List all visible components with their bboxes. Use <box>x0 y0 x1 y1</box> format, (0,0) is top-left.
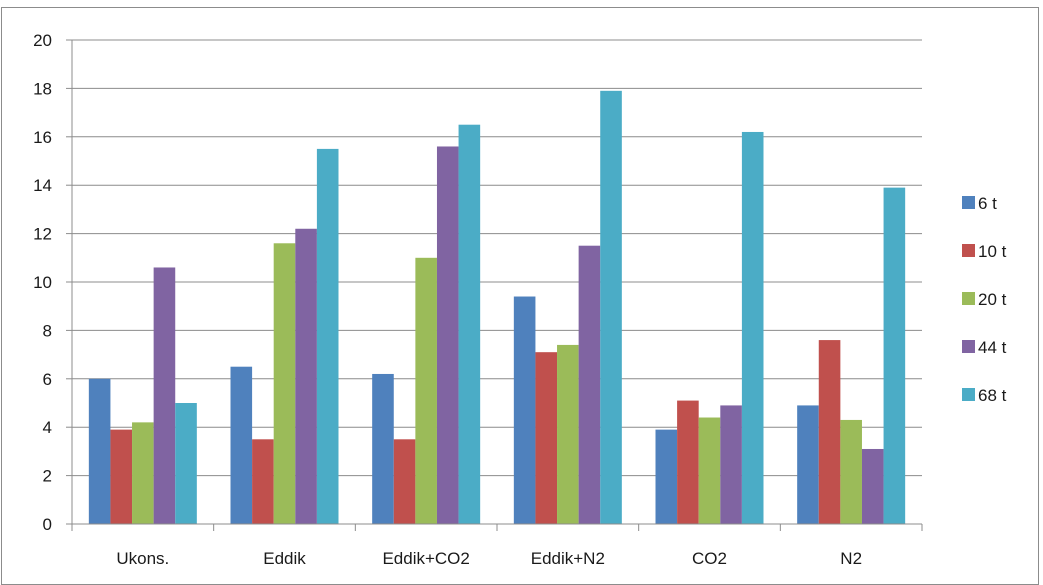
x-category-label: Eddik <box>263 549 306 568</box>
bar-68t-EddikCO2 <box>458 124 481 524</box>
y-axis-tick-labels: 0 2 4 6 8 10 12 14 16 18 20 <box>33 31 52 534</box>
bar-20t-CO2 <box>698 417 721 524</box>
bar-6t-N2 <box>797 405 819 524</box>
bar-20t-Eddik <box>273 243 296 524</box>
bar-6t-Ukons <box>88 378 111 524</box>
legend-label: 20 t <box>978 290 1007 309</box>
bar-44t-N2 <box>861 448 884 524</box>
bar-10t-EddikCO2 <box>393 439 416 524</box>
bar-10t-Ukons <box>110 429 133 524</box>
legend-swatch <box>962 244 975 257</box>
bar-44t-EddikCO2 <box>436 146 459 525</box>
bar-10t-EddikN2 <box>535 352 558 524</box>
bar-44t-CO2 <box>720 405 742 524</box>
bar-44t-Eddik <box>295 228 317 524</box>
bar-68t-Eddik <box>316 148 339 524</box>
y-tick-label: 4 <box>43 418 52 437</box>
legend-swatch <box>962 340 975 353</box>
bar-44t-EddikN2 <box>578 245 601 524</box>
y-tick-label: 2 <box>43 467 52 486</box>
bars <box>88 90 906 525</box>
x-category-label: CO2 <box>692 549 727 568</box>
y-tick-label: 20 <box>33 31 52 50</box>
legend-swatch <box>962 388 975 401</box>
y-tick-label: 0 <box>43 515 52 534</box>
x-category-label: Eddik+N2 <box>531 549 605 568</box>
bar-6t-Eddik <box>230 366 253 524</box>
y-tick-label: 8 <box>43 321 52 340</box>
bar-68t-Ukons <box>175 403 197 524</box>
legend-label: 68 t <box>978 386 1007 405</box>
y-tick-label: 10 <box>33 273 52 292</box>
legend: 6 t 10 t 20 t 44 t 68 t <box>962 194 1007 405</box>
legend-label: 44 t <box>978 338 1007 357</box>
legend-swatch <box>962 292 975 305</box>
y-tick-label: 14 <box>33 176 52 195</box>
bar-20t-EddikN2 <box>557 344 579 524</box>
bar-6t-EddikN2 <box>513 296 536 524</box>
legend-label: 10 t <box>978 242 1007 261</box>
bar-20t-N2 <box>840 419 862 524</box>
x-category-label: Ukons. <box>116 549 169 568</box>
legend-swatch <box>962 196 975 209</box>
bar-6t-CO2 <box>655 429 678 524</box>
bar-68t-N2 <box>883 187 906 524</box>
y-tick-label: 12 <box>33 225 52 244</box>
bar-20t-EddikCO2 <box>415 257 437 524</box>
legend-label: 6 t <box>978 194 997 213</box>
bar-10t-N2 <box>818 340 841 524</box>
y-tick-label: 6 <box>43 370 52 389</box>
gridlines <box>66 39 922 525</box>
bar-10t-Eddik <box>252 439 274 524</box>
bar-68t-CO2 <box>741 131 764 524</box>
bar-20t-Ukons <box>132 422 154 524</box>
y-tick-label: 16 <box>33 128 52 147</box>
x-category-label: Eddik+CO2 <box>382 549 469 568</box>
y-tick-label: 18 <box>33 79 52 98</box>
x-category-label: N2 <box>840 549 862 568</box>
bar-10t-CO2 <box>677 400 699 524</box>
bar-44t-Ukons <box>153 267 176 524</box>
axes <box>71 40 923 531</box>
bar-68t-EddikN2 <box>600 90 622 524</box>
x-axis-category-labels: Ukons. Eddik Eddik+CO2 Eddik+N2 CO2 N2 <box>116 549 862 568</box>
bar-6t-EddikCO2 <box>372 373 394 524</box>
